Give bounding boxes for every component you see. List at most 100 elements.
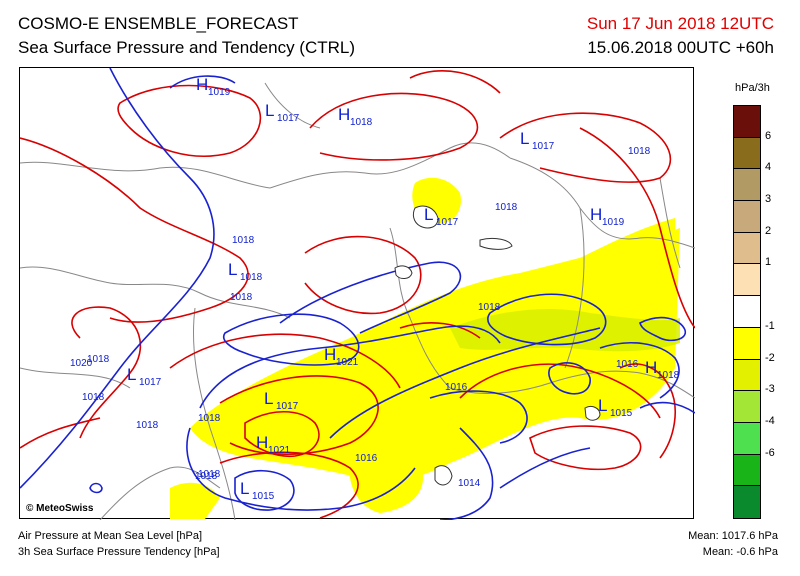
isoline-red bbox=[309, 92, 479, 161]
colorbar-bin bbox=[734, 106, 760, 138]
center-value: 1018 bbox=[350, 117, 373, 128]
red-isolines bbox=[20, 70, 695, 519]
isoline-red bbox=[579, 127, 695, 329]
isoline-red bbox=[71, 306, 142, 439]
center-type: L bbox=[127, 365, 136, 384]
isobar-blue bbox=[279, 261, 462, 334]
colorbar-tick: 4 bbox=[765, 161, 772, 174]
isoline-red bbox=[20, 417, 101, 449]
colorbar-bin bbox=[734, 137, 760, 170]
colorbar-bin bbox=[734, 391, 760, 423]
map-canvas: 1018 1018 1018 1018 1018 1018 1018 1018 1018 1020… bbox=[20, 68, 695, 520]
isoline-red bbox=[117, 84, 262, 157]
colorbar-tick: -6 bbox=[765, 446, 775, 459]
isobar-blue bbox=[20, 68, 215, 489]
center-value: 1019 bbox=[208, 87, 231, 98]
center-type: L bbox=[264, 389, 273, 408]
center-value: 1017 bbox=[277, 113, 300, 124]
border-line bbox=[659, 177, 681, 269]
isobar-label: 1018 bbox=[628, 146, 651, 157]
low-pressure-center: L 1018 bbox=[228, 260, 263, 283]
border-line bbox=[20, 161, 271, 189]
isobar-blue bbox=[329, 327, 601, 439]
isobar-blue bbox=[599, 342, 680, 399]
center-type: H bbox=[256, 433, 268, 452]
chart-title: COSMO-E ENSEMBLE_FORECAST bbox=[18, 14, 299, 33]
isobar-blue bbox=[439, 427, 494, 520]
isobar-blue bbox=[487, 293, 607, 346]
valid-time: Sun 17 Jun 2018 12UTC bbox=[586, 14, 774, 33]
mean-pressure: Mean: 1017.6 hPa bbox=[688, 530, 778, 542]
colorbar-unit: hPa/3h bbox=[735, 82, 770, 94]
isobar-label: 1018 bbox=[232, 235, 255, 246]
isobar-label: 1018 bbox=[136, 420, 159, 431]
center-value: 1015 bbox=[610, 408, 633, 419]
colorbar-tick: 6 bbox=[765, 129, 772, 142]
isobar-blue bbox=[639, 401, 695, 414]
lake bbox=[479, 237, 513, 250]
center-type: H bbox=[324, 345, 336, 364]
isobar-blue bbox=[429, 390, 528, 444]
center-type: L bbox=[265, 101, 274, 120]
isoline-red bbox=[244, 411, 320, 458]
run-time: 15.06.2018 00UTC +60h bbox=[587, 38, 774, 57]
isoline-red bbox=[409, 70, 501, 94]
center-value: 1018 bbox=[240, 272, 263, 283]
tendency-area-green bbox=[450, 308, 680, 352]
high-pressure-center: H 1018 bbox=[338, 105, 373, 128]
colorbar-tick: 2 bbox=[765, 224, 772, 237]
isobar-labels: 1018101810181018101810181018101810181020… bbox=[70, 146, 651, 489]
border-line bbox=[20, 266, 291, 319]
high-pressure-center: H 1021 bbox=[256, 433, 291, 456]
isobar-label: 1018 bbox=[198, 469, 221, 480]
border-line bbox=[564, 207, 585, 369]
forecast-map: 1018 1018 1018 1018 1018 1018 1018 1018 1018 1020… bbox=[19, 67, 695, 520]
isoline-red bbox=[304, 235, 422, 315]
copyright-label: © MeteoSwiss bbox=[26, 503, 94, 514]
isoline-red bbox=[219, 451, 359, 519]
center-value: 1017 bbox=[139, 377, 162, 388]
colorbar-tick: -2 bbox=[765, 351, 775, 364]
center-value: 1021 bbox=[268, 445, 291, 456]
isobar-blue bbox=[639, 316, 686, 342]
tendency-fields bbox=[170, 177, 680, 519]
tendency-area-sw bbox=[170, 482, 220, 519]
border-line bbox=[509, 157, 695, 249]
center-type: L bbox=[424, 205, 433, 224]
high-pressure-center: H 1021 bbox=[324, 345, 359, 368]
chart-subtitle: Sea Surface Pressure and Tendency (CTRL) bbox=[18, 38, 356, 57]
low-pressure-center: L 1017 bbox=[264, 389, 299, 412]
center-value: 1017 bbox=[532, 141, 555, 152]
tendency-area-east bbox=[580, 218, 675, 281]
isobar-blue bbox=[548, 362, 591, 395]
isobar-label: 1018 bbox=[230, 292, 253, 303]
isobar-label: 1018 bbox=[478, 302, 501, 313]
colorbar-bin bbox=[734, 486, 760, 518]
colorbar-tick: 1 bbox=[765, 256, 772, 269]
isobar-label: 1018 bbox=[198, 413, 221, 424]
colorbar-bin bbox=[734, 201, 760, 233]
low-pressure-center: L 1017 bbox=[520, 129, 555, 152]
isobar-blue bbox=[234, 469, 295, 511]
center-type: H bbox=[338, 105, 350, 124]
isobar-label: 1016 bbox=[355, 453, 378, 464]
border-line bbox=[269, 142, 511, 189]
isoline-red bbox=[459, 363, 661, 419]
isobar-label: 1014 bbox=[458, 478, 481, 489]
low-pressure-center: L 1017 bbox=[424, 205, 459, 228]
center-type: H bbox=[196, 75, 208, 94]
colorbar-bin bbox=[734, 422, 760, 455]
colorbar-tick: 3 bbox=[765, 193, 772, 206]
border-line bbox=[193, 307, 236, 520]
isobar-blue bbox=[169, 75, 236, 89]
tendency-area-south bbox=[349, 447, 424, 513]
colorbar bbox=[733, 105, 761, 519]
lakes bbox=[394, 205, 601, 486]
center-type: H bbox=[645, 358, 657, 377]
isobar-label: 1020 bbox=[70, 358, 93, 369]
colorbar-bin bbox=[734, 454, 760, 487]
border-line bbox=[389, 227, 451, 389]
isobar-blue bbox=[199, 325, 501, 409]
colorbar-bin bbox=[734, 359, 760, 392]
